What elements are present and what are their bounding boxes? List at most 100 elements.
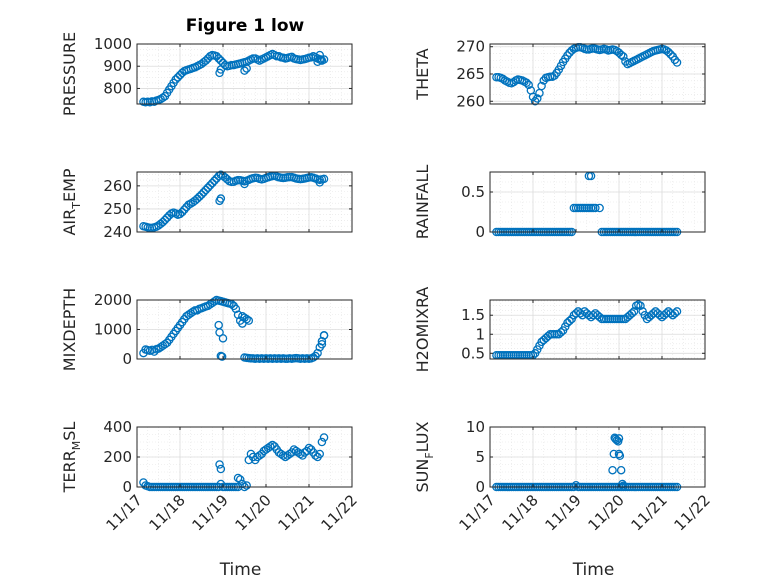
panel-3-data-point xyxy=(177,207,187,217)
panel-6-ylabel: H2OMIXRA xyxy=(413,287,432,373)
panel-7-data-point xyxy=(317,437,327,447)
panel-7-data-point xyxy=(304,443,314,453)
panel-2-data-point xyxy=(567,46,576,55)
panel-7-data-point xyxy=(255,451,264,460)
panel-7-data-point xyxy=(216,464,226,474)
panel-1-data-point xyxy=(173,73,183,82)
panel-7-data-point xyxy=(242,481,251,490)
panel-2-ytick-label: 270 xyxy=(456,38,485,56)
panel-1-data-point xyxy=(316,55,326,64)
panel-4-ytick-label: 0 xyxy=(475,223,485,241)
panel-1-ytick-label: 900 xyxy=(103,57,132,75)
panel-1-axes-box xyxy=(136,43,353,105)
panel-8-xlabel: Time xyxy=(572,560,615,580)
panel-1-data-point xyxy=(216,65,226,74)
panel-3-data-point xyxy=(175,209,185,219)
panel-3-data-point xyxy=(201,185,211,195)
panel-8-data-point xyxy=(612,435,622,445)
panel-5-ytick-label: 2000 xyxy=(94,291,132,309)
panel-4-data-point xyxy=(591,203,600,213)
panel-8-data-point xyxy=(609,449,619,459)
panel-7-ytick-label: 400 xyxy=(103,418,132,436)
panel-8-data-point xyxy=(611,434,620,444)
panel-3-data-point xyxy=(315,178,324,187)
panel-6-data-point xyxy=(672,307,682,316)
panel-3-data-point xyxy=(216,194,226,203)
panel-6-data-point xyxy=(629,307,639,316)
panel-3-data-point xyxy=(199,188,208,197)
panel-2-data-point xyxy=(528,92,538,102)
figure-title: Figure 1 low xyxy=(186,16,305,36)
panel-3-data-point xyxy=(197,190,206,199)
panel-7-data-point xyxy=(319,433,329,442)
panel-5-data-point xyxy=(160,339,170,349)
panel-8-data-point xyxy=(619,481,628,491)
panel-7-data-point xyxy=(311,451,320,460)
panel-4-axes-box xyxy=(489,171,706,233)
panel-3-ytick-label: 250 xyxy=(103,200,132,218)
panel-4-ylabel: RAINFALL xyxy=(413,165,432,240)
panel-3-data-point xyxy=(207,178,217,188)
panel-6-ytick-label: 0.5 xyxy=(461,344,485,362)
panel-2-ytick-label: 260 xyxy=(456,92,485,110)
panel-2-data-point xyxy=(666,50,675,59)
panel-1-data-point xyxy=(242,64,251,73)
panel-1-data-point xyxy=(216,56,226,65)
panel-1-ytick-label: 800 xyxy=(103,79,132,97)
panel-5-data-point xyxy=(217,352,227,361)
panel-3-data-point xyxy=(180,205,189,214)
panel-3-ytick-label: 260 xyxy=(103,177,132,195)
panel-1-data-point xyxy=(315,50,324,60)
panel-8-ylabel: SUNFLUX xyxy=(413,421,436,492)
panel-3-data-point xyxy=(158,217,168,227)
panel-2-data-point xyxy=(537,81,546,91)
panel-1-data-point xyxy=(201,56,211,65)
panel-2-data-point xyxy=(619,52,628,61)
panel-4-ytick-label: 0.5 xyxy=(461,183,485,201)
panel-3-data-point xyxy=(240,179,249,189)
panel-5-ytick-label: 0 xyxy=(122,350,132,368)
panel-5-data-point xyxy=(227,299,236,309)
panel-2-data-point xyxy=(524,80,533,90)
panel-7-data-point xyxy=(233,473,243,483)
panel-1-data-point xyxy=(240,66,249,75)
panel-1-ytick-label: 1000 xyxy=(94,35,132,53)
panel-5-data-point xyxy=(244,316,254,325)
panel-6-data-point xyxy=(627,309,637,318)
panel-6-data-point xyxy=(556,328,566,337)
panel-7-ylabel: TERRMSL xyxy=(60,422,83,494)
panel-2-data-point xyxy=(672,58,682,67)
panel-5-ytick-label: 1000 xyxy=(94,321,132,339)
panel-7-data-point xyxy=(268,440,277,450)
panel-5-data-point xyxy=(319,331,329,340)
panel-6-ytick-label: 1.5 xyxy=(461,306,485,324)
panel-8-data-point xyxy=(616,465,626,475)
panel-8-ytick-label: 5 xyxy=(475,448,485,466)
panel-1-data-point xyxy=(171,75,180,84)
panel-3-data-point xyxy=(205,181,215,190)
panel-2-ylabel: THETA xyxy=(413,48,432,100)
panel-6-data-point xyxy=(670,309,680,318)
panel-6-data-point xyxy=(576,309,585,318)
panel-3-data-point xyxy=(210,176,219,186)
panel-7-xlabel: Time xyxy=(219,560,262,580)
panel-3-data-point xyxy=(160,215,170,225)
panel-8-data-point xyxy=(608,465,617,475)
panel-3-axes-box xyxy=(136,171,353,233)
panel-6-ytick-label: 1 xyxy=(475,325,485,343)
panel-1-data-point xyxy=(156,94,165,104)
panel-5-data-point xyxy=(218,334,228,343)
panel-5-data-point xyxy=(317,339,327,349)
panel-5-data-point xyxy=(242,314,251,324)
panel-1-data-point xyxy=(177,68,187,78)
panel-7-data-point xyxy=(215,460,224,469)
panel-8-ytick-label: 0 xyxy=(475,478,485,496)
panel-3-data-point xyxy=(203,183,213,192)
panel-3-ylabel: AIRTEMP xyxy=(60,168,83,235)
panel-2-data-point xyxy=(522,78,531,87)
panel-8-data-point xyxy=(615,451,625,461)
panel-2-data-point xyxy=(498,74,508,84)
panel-1-data-point xyxy=(214,54,223,63)
panel-5-data-point xyxy=(309,353,318,362)
